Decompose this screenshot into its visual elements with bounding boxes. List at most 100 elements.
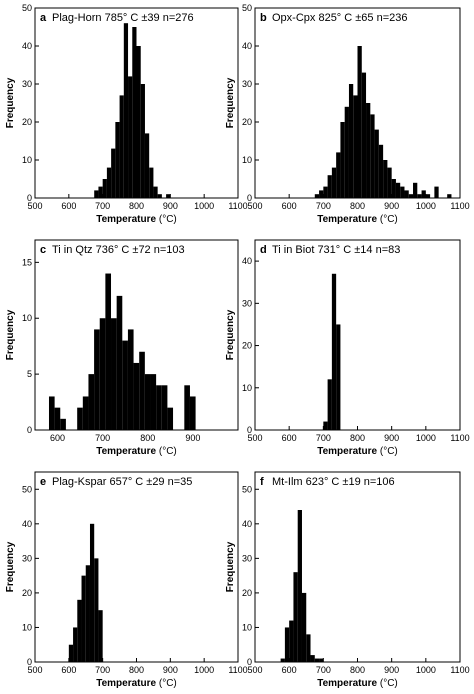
bar (184, 385, 190, 430)
x-tick-label: 1000 (416, 433, 436, 443)
bar (88, 374, 95, 430)
y-tick-label: 40 (22, 519, 32, 529)
y-tick-label: 20 (242, 588, 252, 598)
bar (81, 575, 86, 662)
x-tick-label: 700 (95, 433, 110, 443)
x-tick-label: 600 (282, 433, 297, 443)
x-tick-label: 900 (384, 665, 399, 675)
x-tick-label: 500 (247, 433, 262, 443)
x-axis-title: Temperature (°C) (317, 446, 398, 457)
y-tick-label: 40 (22, 41, 32, 51)
panel-title: Ti in Biot 731° C ±14 n=83 (272, 244, 400, 256)
y-tick-label: 15 (22, 257, 32, 267)
bar (327, 379, 332, 430)
bar (116, 295, 123, 430)
y-tick-label: 0 (27, 425, 32, 435)
bar (89, 523, 95, 662)
x-tick-label: 800 (129, 665, 144, 675)
y-tick-label: 30 (242, 79, 252, 89)
x-tick-label: 800 (350, 665, 365, 675)
x-axis-title: Temperature (°C) (96, 446, 177, 457)
bar (301, 592, 307, 662)
panel-letter: f (260, 476, 264, 488)
x-tick-label: 600 (282, 665, 297, 675)
plot-frame (34, 471, 239, 663)
bar (106, 167, 112, 198)
bar (111, 148, 116, 198)
x-tick-label: 1100 (450, 433, 469, 443)
y-tick-label: 10 (22, 313, 32, 323)
x-tick-label: 700 (316, 201, 331, 211)
bar (400, 186, 405, 198)
y-axis-title: Frequency (225, 309, 236, 360)
x-axis-title: Temperature (°C) (317, 214, 398, 225)
panel-letter: d (260, 244, 267, 256)
panel-title: Ti in Qtz 736° C ±72 n=103 (52, 244, 185, 256)
bar (344, 106, 349, 198)
x-tick-label: 900 (384, 201, 399, 211)
panel-letter: c (40, 244, 46, 256)
y-tick-label: 10 (22, 622, 32, 632)
panel-title: Mt-Ilm 623° C ±19 n=106 (272, 476, 395, 488)
y-tick-label: 10 (242, 622, 252, 632)
bar (331, 273, 337, 430)
bar (413, 182, 418, 198)
y-tick-label: 40 (242, 256, 252, 266)
x-tick-label: 700 (316, 433, 331, 443)
bar (111, 318, 117, 430)
plot-frame (254, 239, 461, 431)
bar (425, 194, 431, 198)
bar (144, 374, 151, 430)
bar (77, 599, 82, 662)
y-tick-label: 0 (27, 657, 32, 667)
y-tick-label: 50 (242, 484, 252, 494)
panel-letter: b (260, 12, 267, 24)
x-axis-title: Temperature (°C) (96, 678, 177, 689)
bar (327, 175, 332, 198)
bar (310, 655, 315, 662)
x-tick-label: 900 (163, 665, 178, 675)
bar (105, 273, 112, 430)
bar (297, 510, 302, 662)
bar (115, 122, 120, 198)
bar (161, 385, 168, 430)
y-tick-label: 30 (22, 553, 32, 563)
panel-title: Plag-Horn 785° C ±39 n=276 (52, 12, 194, 24)
x-tick-label: 800 (350, 201, 365, 211)
y-axis-title: Frequency (5, 309, 16, 360)
y-axis-title: Frequency (225, 541, 236, 592)
y-tick-label: 20 (22, 117, 32, 127)
bar (289, 620, 294, 662)
bar (383, 160, 388, 198)
y-tick-label: 20 (242, 117, 252, 127)
x-tick-label: 1100 (450, 201, 469, 211)
y-tick-label: 20 (242, 341, 252, 351)
bar (374, 129, 379, 198)
bar (73, 627, 78, 662)
bar (421, 190, 426, 198)
y-tick-label: 5 (27, 369, 32, 379)
bar (331, 167, 337, 198)
bar (306, 634, 311, 662)
y-tick-label: 50 (242, 3, 252, 13)
bar (336, 152, 341, 198)
bar (323, 421, 328, 430)
y-tick-label: 40 (242, 519, 252, 529)
bar (366, 103, 371, 198)
bar (395, 182, 401, 198)
bar (447, 194, 452, 198)
y-tick-label: 10 (242, 155, 252, 165)
bar (119, 95, 124, 198)
x-tick-label: 700 (95, 665, 110, 675)
y-tick-label: 0 (27, 193, 32, 203)
bar (378, 144, 384, 198)
bar (404, 190, 409, 198)
bar (132, 27, 137, 198)
bar (127, 329, 134, 430)
x-tick-label: 600 (50, 433, 65, 443)
panel-title: Opx-Cpx 825° C ±65 n=236 (272, 12, 408, 24)
bar (348, 84, 354, 198)
